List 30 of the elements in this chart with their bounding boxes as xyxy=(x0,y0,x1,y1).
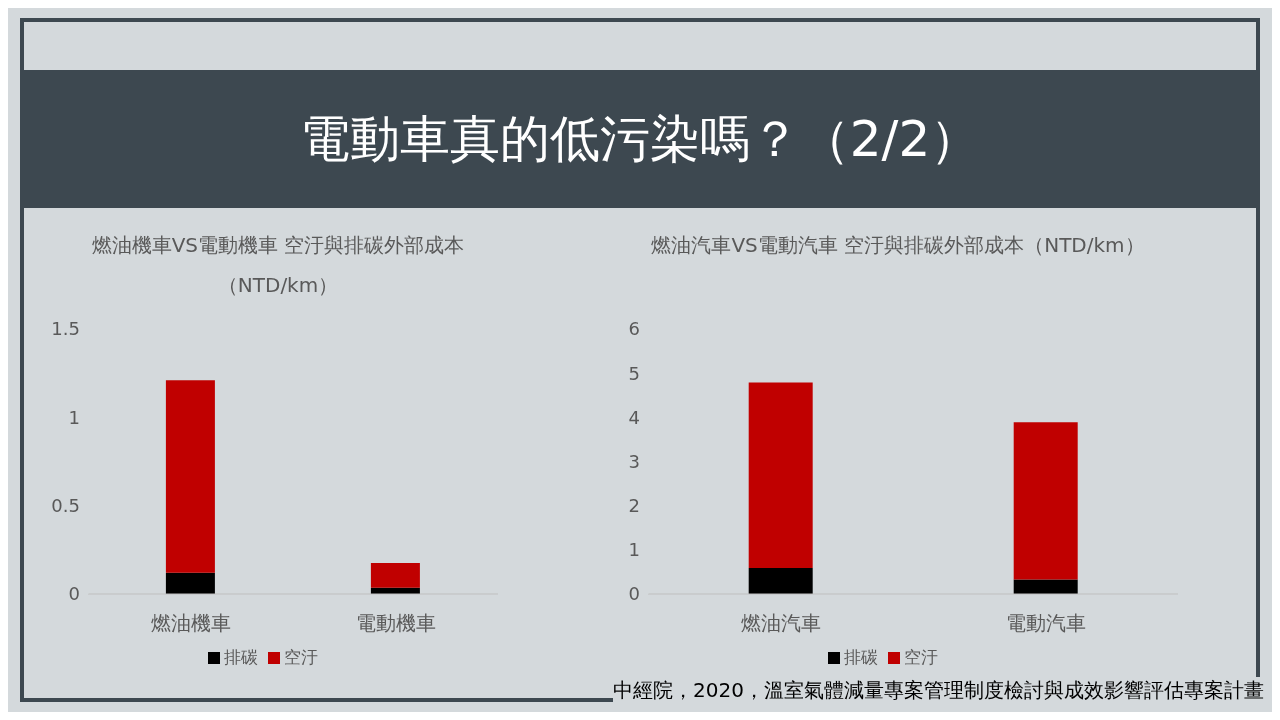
bar xyxy=(748,382,813,568)
bar xyxy=(748,567,813,594)
x-tick-label: 電動汽車 xyxy=(1005,611,1086,636)
y-tick-label: 6 xyxy=(628,318,640,340)
bar xyxy=(165,572,215,594)
text: 中經院，2020，溫室氣體減量專案管理制度檢討與成效影響評估專案計畫 xyxy=(613,678,1264,702)
y-tick-label: 0 xyxy=(628,583,640,605)
bar xyxy=(165,380,215,573)
text: 電動車真的低污染嗎？（2/2） xyxy=(299,108,981,170)
bar xyxy=(370,562,420,588)
y-tick-label: 3 xyxy=(628,450,640,472)
chart-title: 燃油機車VS電動機車 空汙與排碳外部成本（NTD/km） xyxy=(90,232,466,299)
chart-title: 燃油汽車VS電動汽車 空汙與排碳外部成本（NTD/km） xyxy=(650,232,1146,259)
x-tick-label: 燃油機車 xyxy=(150,611,231,636)
y-tick-label: 0.5 xyxy=(51,495,80,517)
y-tick-label: 5 xyxy=(628,362,640,384)
x-tick-label: 燃油汽車 xyxy=(740,611,821,636)
legend-label: 空汙 xyxy=(904,647,938,667)
y-tick-label: 1 xyxy=(68,406,80,428)
y-tick-label: 1 xyxy=(628,539,640,561)
legend-label: 排碳 xyxy=(844,647,878,667)
y-tick-label: 1.5 xyxy=(51,318,80,340)
legend-label: 排碳 xyxy=(224,647,258,667)
y-tick-label: 4 xyxy=(628,406,640,428)
y-tick-label: 2 xyxy=(628,495,640,517)
bar xyxy=(1013,579,1078,594)
bar xyxy=(1013,422,1078,580)
legend-label: 空汙 xyxy=(284,647,318,667)
x-tick-label: 電動機車 xyxy=(355,611,436,636)
y-tick-label: 0 xyxy=(68,583,80,605)
